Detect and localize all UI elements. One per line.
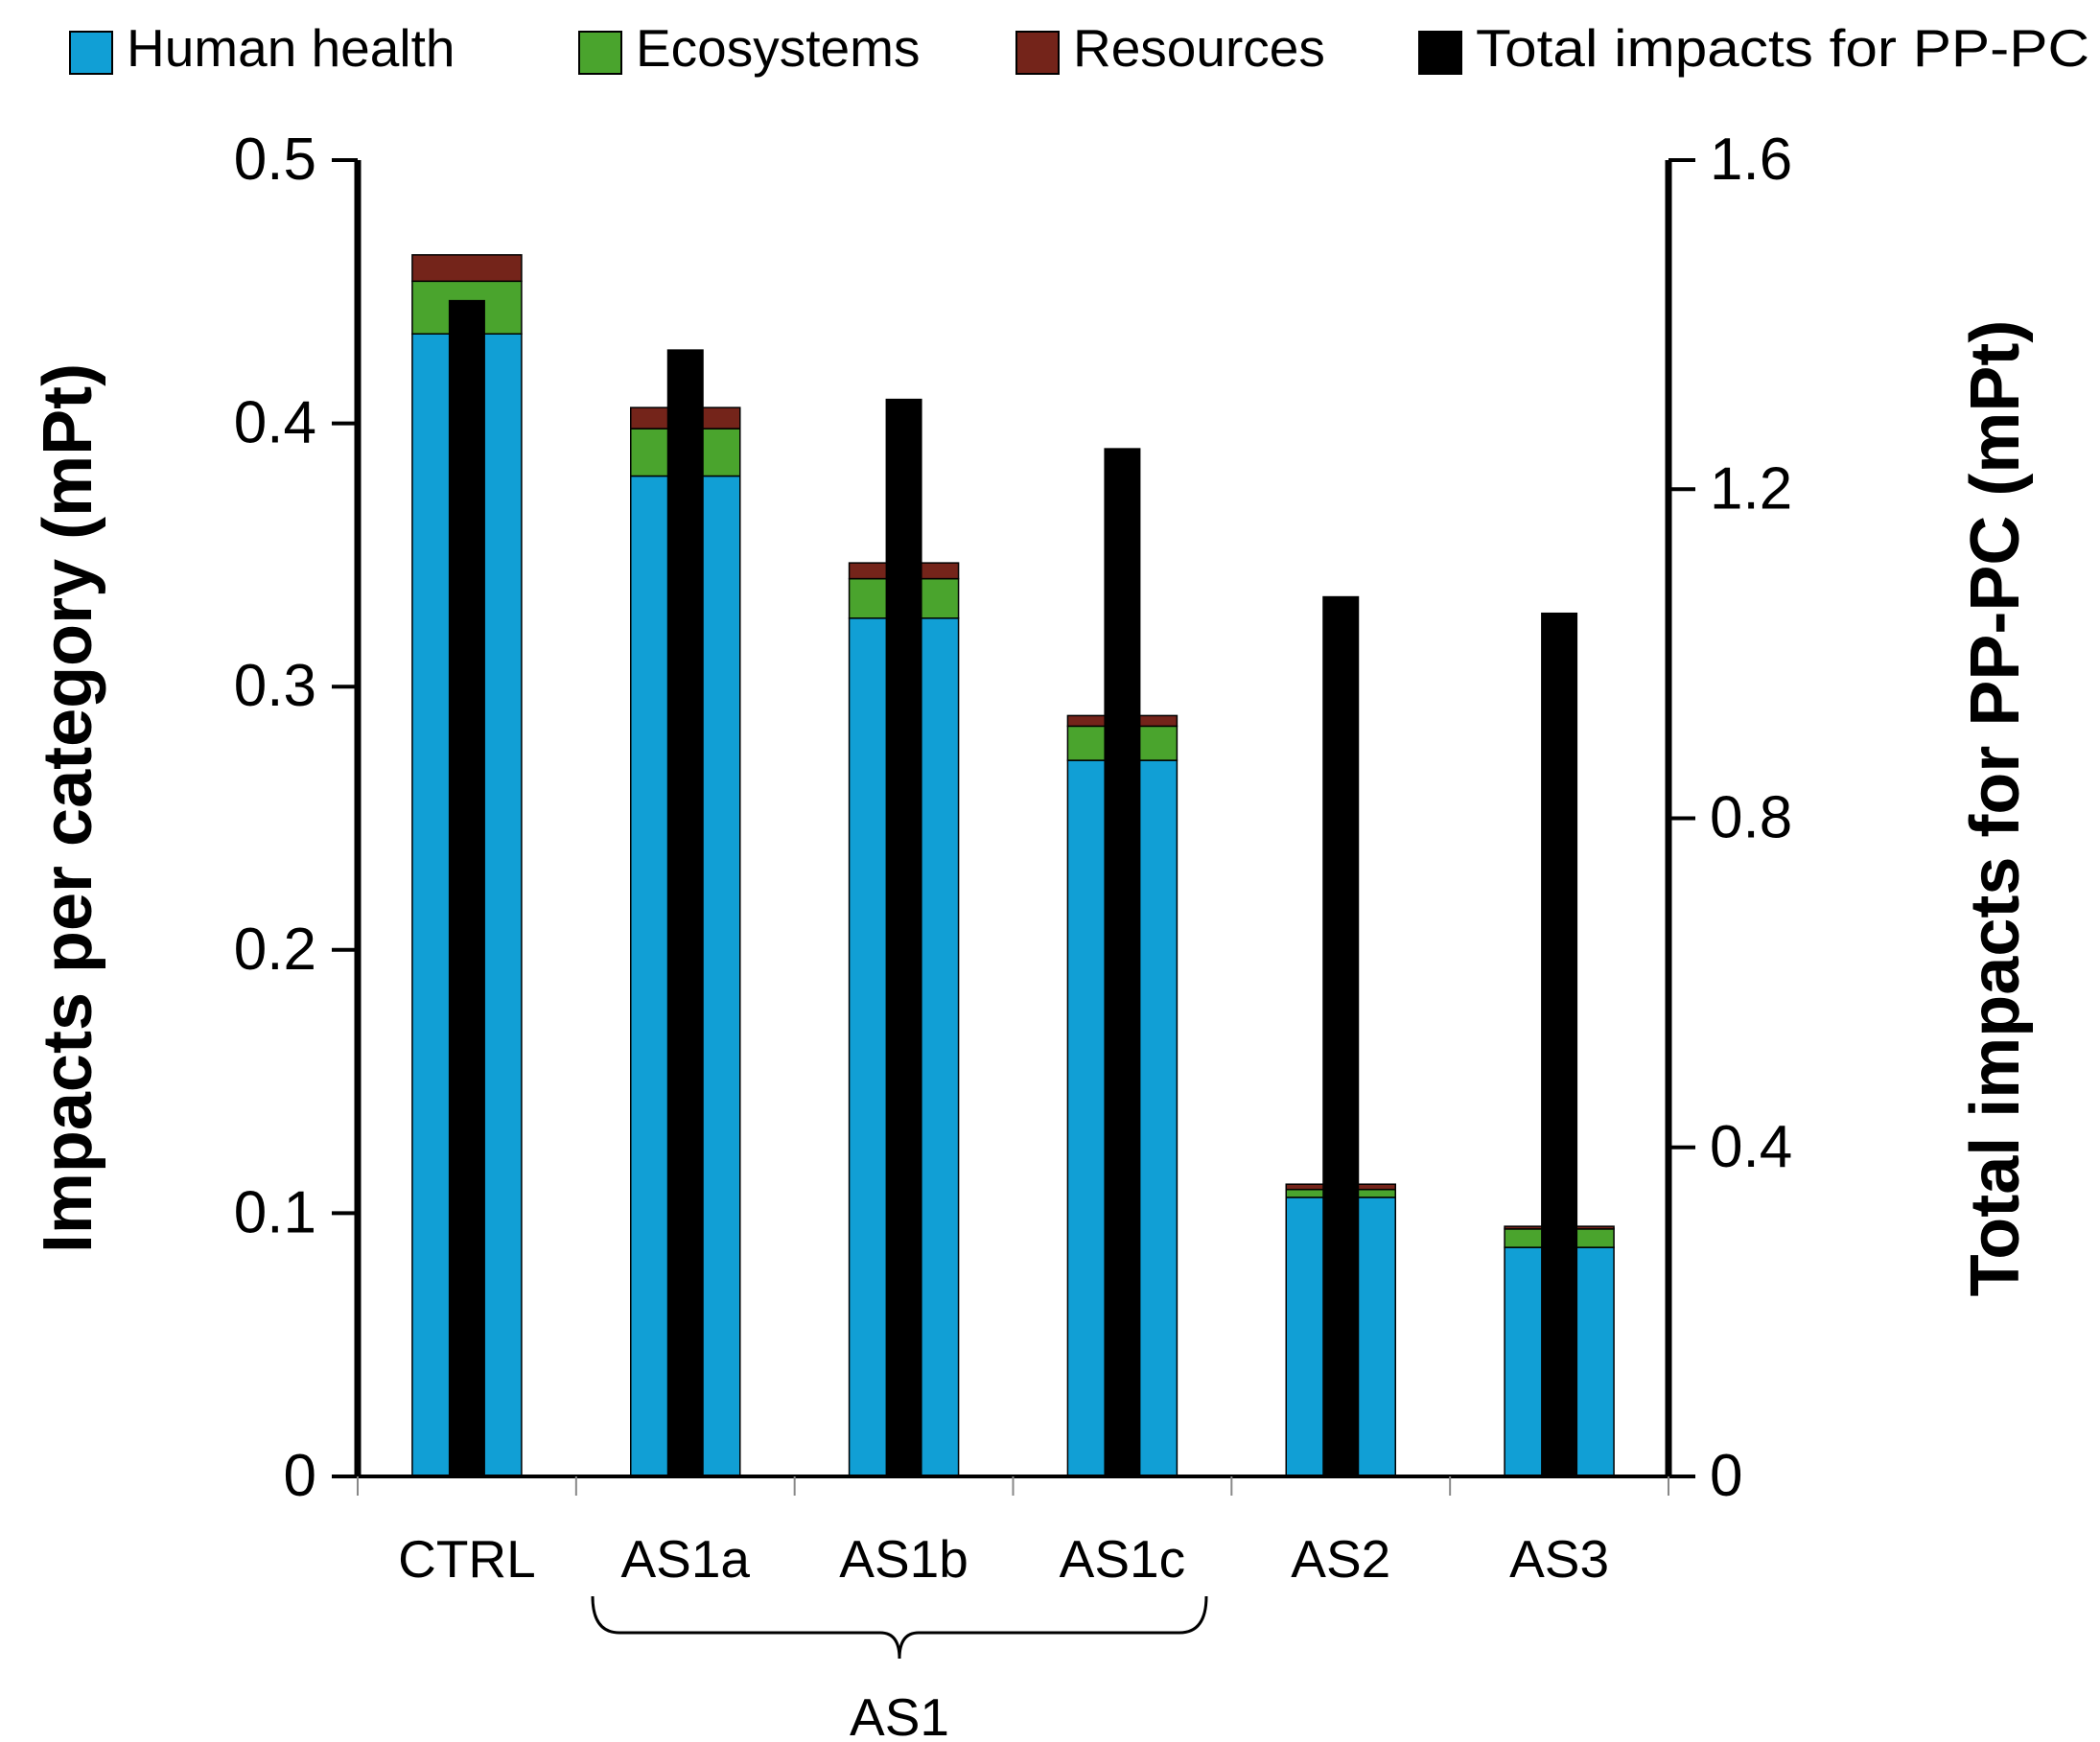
x-tick-label: AS1c xyxy=(1060,1529,1185,1589)
bar-total-as2 xyxy=(1322,595,1360,1476)
x-tick-label: AS3 xyxy=(1509,1529,1609,1589)
y-tick-label: 0.4 xyxy=(234,390,316,456)
x-tick-label: AS1a xyxy=(620,1529,750,1589)
x-tick-label: AS1b xyxy=(839,1529,968,1589)
bar-total-as3 xyxy=(1541,612,1578,1476)
y2-axis-ticks: 0 0.4 0.8 1.2 1.6 xyxy=(1668,127,1792,1509)
legend-swatch-ecosystems xyxy=(578,31,622,75)
bar-total-as1a xyxy=(666,349,704,1476)
legend-label-ecosystems: Ecosystems xyxy=(636,18,920,78)
x-tick-label: CTRL xyxy=(398,1529,536,1589)
legend-label-resources: Resources xyxy=(1073,18,1325,78)
x-axis-ticks: CTRL AS1a AS1b AS1c AS2 AS3 xyxy=(357,1476,1669,1589)
bar-total-ctrl xyxy=(448,299,485,1477)
legend-item-ecosystems: Ecosystems xyxy=(578,18,920,78)
legend-item-total: Total impacts for PP-PC xyxy=(1418,18,2089,78)
legend-swatch-resources xyxy=(1015,31,1060,75)
legend-swatch-total xyxy=(1418,31,1462,75)
bar-total-as1c xyxy=(1104,448,1141,1476)
group-annotation-as1: AS1 xyxy=(591,1595,1208,1742)
y-tick-label: 0.5 xyxy=(234,127,316,193)
bar-resources-ctrl xyxy=(411,254,523,283)
y-tick-label: 0.3 xyxy=(234,653,316,719)
y2-tick-label: 0.8 xyxy=(1710,785,1792,851)
y2-tick-label: 1.2 xyxy=(1710,455,1792,522)
y-axis-title: Impacts per category (mPt) xyxy=(30,363,106,1253)
legend-label-human-health: Human health xyxy=(127,18,455,78)
y-tick-label: 0.1 xyxy=(234,1179,316,1245)
y-tick-label: 0.2 xyxy=(234,917,316,983)
y-tick-label: 0 xyxy=(284,1443,316,1509)
bar-total-as1b xyxy=(885,398,922,1477)
legend-item-resources: Resources xyxy=(1015,18,1325,78)
y2-tick-label: 0.4 xyxy=(1710,1114,1792,1180)
y2-axis-title: Total impacts for PP-PC (mPt) xyxy=(1957,320,2034,1297)
group-brace xyxy=(591,1595,1208,1660)
y2-tick-label: 0 xyxy=(1710,1443,1742,1509)
y-axis-ticks: 0 0.1 0.2 0.3 0.4 0.5 xyxy=(234,127,358,1509)
bars xyxy=(411,254,1615,1477)
legend-label-total: Total impacts for PP-PC xyxy=(1476,18,2089,78)
legend: Human health Ecosystems Resources Total … xyxy=(69,18,2089,78)
x-tick-label: AS2 xyxy=(1291,1529,1390,1589)
legend-swatch-human-health xyxy=(69,31,113,75)
y2-tick-label: 1.6 xyxy=(1710,127,1792,193)
group-label: AS1 xyxy=(850,1687,949,1742)
legend-item-human-health: Human health xyxy=(69,18,455,78)
